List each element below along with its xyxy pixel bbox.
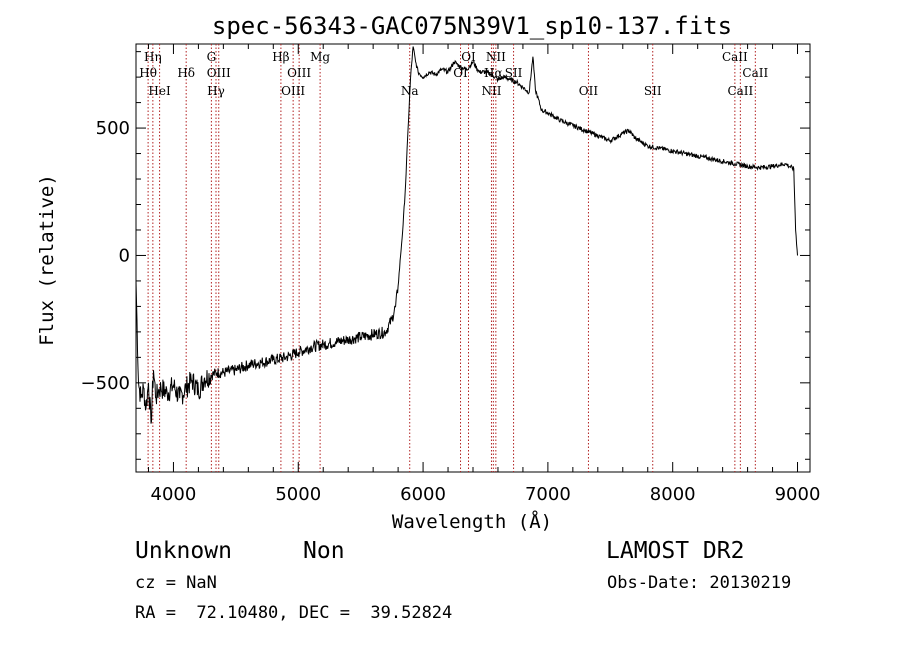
line-label: Hβ [272, 50, 289, 64]
survey-name: LAMOST DR2 [606, 538, 745, 564]
x-tick-label: 9000 [775, 484, 821, 505]
line-label: CaII [742, 66, 768, 80]
x-axis-ticks: 4000 5000 6000 7000 8000 9000 [147, 44, 821, 505]
x-tick-label: 6000 [400, 484, 446, 505]
line-label: Mg [310, 50, 330, 64]
y-axis-label: Flux (relative) [36, 174, 58, 346]
object-class: Unknown [135, 538, 232, 564]
spectrum-line [135, 46, 798, 424]
line-label: OI [461, 50, 476, 64]
plot-area: HηHθHeIHδGOIIIHγHβOIIIOIIIMgNaOIOINIIHαN… [81, 43, 821, 505]
line-label: G [207, 50, 217, 64]
y-tick-label: 0 [119, 245, 130, 266]
y-tick-label: −500 [81, 373, 130, 394]
emission-line-labels: HηHθHeIHδGOIIIHγHβOIIIOIIIMgNaOIOINIIHαN… [139, 50, 768, 98]
line-label: OI [453, 66, 468, 80]
observation-date: Obs-Date: 20130219 [607, 573, 792, 593]
line-label: NII [481, 84, 501, 98]
line-label: Hδ [177, 66, 195, 80]
object-subclass: Non [303, 538, 345, 564]
line-label: Hη [144, 50, 162, 64]
line-label: Hθ [139, 66, 157, 80]
coordinates: RA = 72.10480, DEC = 39.52824 [135, 603, 453, 623]
line-label: OIII [287, 66, 311, 80]
line-label: CaII [727, 84, 753, 98]
x-axis-label: Wavelength (Å) [392, 510, 552, 533]
redshift-value: cz = NaN [135, 573, 217, 593]
line-label: OIII [207, 66, 231, 80]
line-label: NII [486, 50, 506, 64]
x-tick-label: 8000 [650, 484, 696, 505]
line-label: HeI [148, 84, 171, 98]
line-label: SII [644, 84, 662, 98]
line-label: OIII [281, 84, 305, 98]
emission-line-markers [147, 44, 756, 472]
plot-frame [135, 43, 811, 473]
line-label: SII [505, 66, 523, 80]
y-tick-label: 500 [96, 118, 130, 139]
x-tick-label: 5000 [275, 484, 321, 505]
x-tick-label: 4000 [151, 484, 197, 505]
chart-title: spec-56343-GAC075N39V1_sp10-137.fits [212, 12, 732, 40]
y-axis-ticks: −500 0 500 [81, 51, 810, 460]
line-label: CaII [722, 50, 748, 64]
line-label: Hγ [207, 84, 225, 98]
x-tick-label: 7000 [525, 484, 571, 505]
line-label: OII [579, 84, 599, 98]
